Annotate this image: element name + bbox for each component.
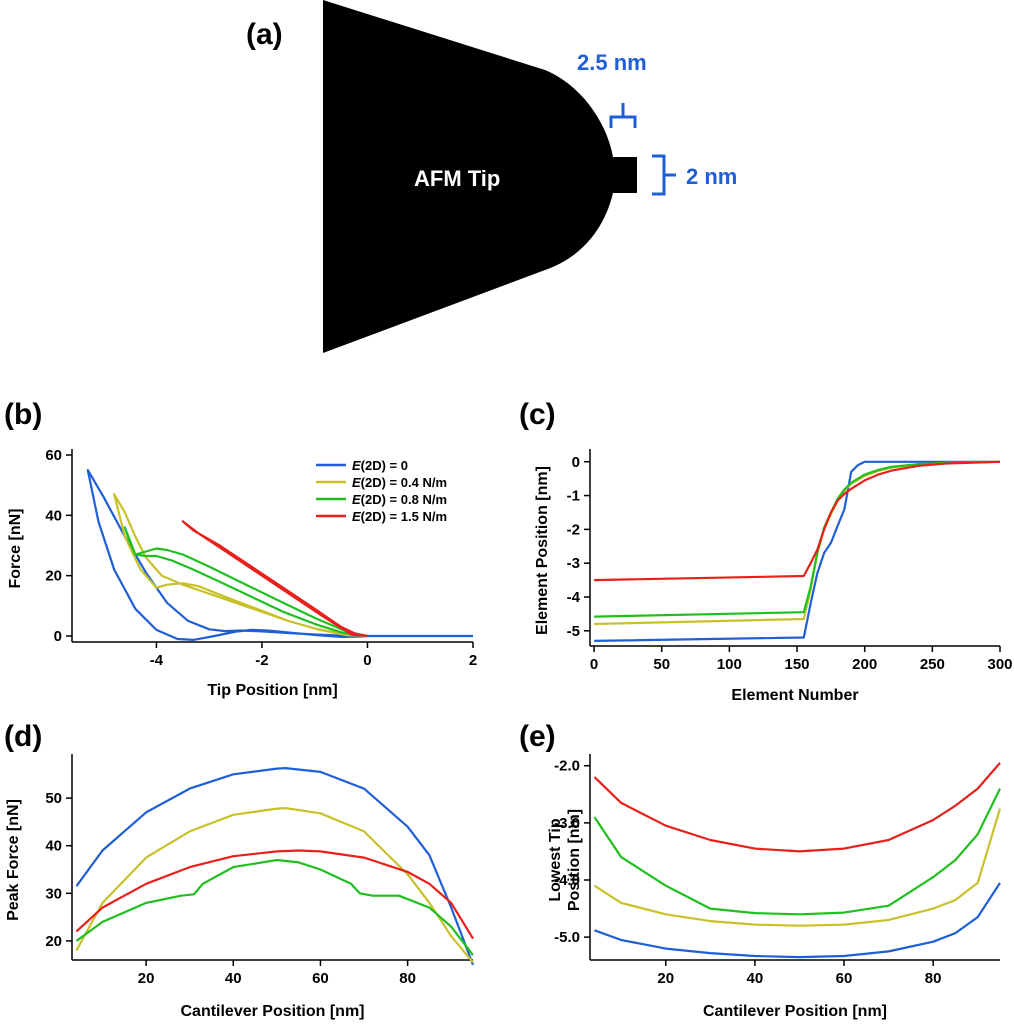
x-tick-label: 20 bbox=[657, 970, 674, 987]
x-tick-label: 60 bbox=[836, 970, 853, 987]
series-line-1 bbox=[75, 807, 474, 964]
x-axis-label: Cantilever Position [nm] bbox=[180, 1003, 364, 1020]
series-line-0 bbox=[593, 762, 1001, 853]
legend-entry: E(2D) = 0.8 N/m bbox=[352, 492, 447, 507]
series-line-2 bbox=[594, 460, 1001, 618]
x-tick-label: 200 bbox=[852, 656, 877, 673]
chart-c: (c) 0 50 100 150 200 250 300 0 -1 -2 -3 -4 -5 Element… bbox=[519, 398, 1013, 704]
y-tick-label: 0 bbox=[572, 454, 580, 471]
legend-entry: E(2D) = 1.5 N/m bbox=[352, 509, 447, 524]
y-tick-label: -4 bbox=[567, 589, 581, 606]
legend-entry-symbol: E bbox=[352, 492, 361, 507]
series-line-3 bbox=[594, 460, 1001, 582]
y-tick-label: -4.0 bbox=[554, 872, 580, 889]
x-tick-label: 100 bbox=[717, 656, 742, 673]
y-tick-label: -5 bbox=[567, 623, 580, 640]
y-tick-label: 0 bbox=[54, 628, 62, 645]
y-tick-label: 20 bbox=[45, 568, 62, 585]
y-axis-label-line: Position [nm] bbox=[566, 809, 583, 911]
x-tick-label: 20 bbox=[138, 970, 155, 987]
legend-entry-symbol: E bbox=[352, 509, 361, 524]
afm-tip-label: AFM Tip bbox=[414, 166, 500, 191]
legend-entry-text: (2D) = 1.5 N/m bbox=[361, 509, 447, 524]
x-tick-label: 300 bbox=[987, 656, 1012, 673]
panel-label-c: (c) bbox=[519, 398, 556, 431]
panel-label-e: (e) bbox=[519, 720, 556, 753]
legend-entry-text: (2D) = 0.8 N/m bbox=[361, 492, 447, 507]
x-tick-label: 40 bbox=[747, 970, 764, 987]
series-line-3 bbox=[594, 882, 1001, 959]
y-tick-label: -2 bbox=[567, 521, 580, 538]
y-axis-label: Element Position [nm] bbox=[534, 466, 551, 635]
x-tick-label: 0 bbox=[590, 656, 598, 673]
y-axis-label-line: Lowest Tip bbox=[547, 818, 564, 901]
y-tick-label: 60 bbox=[45, 447, 62, 464]
x-tick-label: 50 bbox=[653, 656, 670, 673]
series-line-1 bbox=[594, 460, 1001, 626]
series-line-2 bbox=[75, 858, 474, 956]
x-tick-label: -4 bbox=[150, 652, 164, 669]
legend-entry-symbol: E bbox=[352, 475, 361, 490]
x-tick-label: -2 bbox=[255, 652, 268, 669]
x-tick-label: 250 bbox=[920, 656, 945, 673]
x-tick-label: 40 bbox=[225, 970, 242, 987]
width-dimension-label: 2.5 nm bbox=[577, 50, 647, 75]
height-dimension-bracket bbox=[652, 154, 676, 196]
y-tick-label: -5.0 bbox=[554, 929, 580, 946]
y-tick-label: -2.0 bbox=[554, 758, 580, 775]
panel-label-d: (d) bbox=[4, 720, 42, 753]
panel-label-a: (a) bbox=[246, 18, 283, 51]
x-tick-label: 2 bbox=[469, 652, 477, 669]
legend-entry: E(2D) = 0.4 N/m bbox=[352, 475, 447, 490]
x-tick-label: 80 bbox=[925, 970, 942, 987]
y-tick-label: 20 bbox=[45, 933, 62, 950]
chart-e: (e) 20 40 60 80 -2.0 -3.0 -4.0 -5.0 Cantilever P… bbox=[519, 720, 1002, 1020]
y-tick-label: 50 bbox=[45, 790, 62, 807]
chart-d: (d) 20 40 60 80 20 30 40 50 Cantilever Position … bbox=[4, 720, 475, 1020]
chart-b: (b) E(2D) = 0E(2D) = 0.4 N/mE(2D) = 0.8 … bbox=[4, 398, 477, 699]
y-tick-label: -3.0 bbox=[554, 815, 580, 832]
y-axis-label: Lowest Tip Position [nm] bbox=[547, 809, 583, 911]
x-tick-label: 150 bbox=[785, 656, 810, 673]
panel-label-b: (b) bbox=[4, 398, 42, 431]
series-line-0 bbox=[86, 469, 473, 641]
legend-entry-text: (2D) = 0 bbox=[361, 458, 408, 473]
legend-entry: E(2D) = 0 bbox=[352, 458, 408, 473]
x-axis-label: Cantilever Position [nm] bbox=[703, 1003, 887, 1020]
height-dimension-label: 2 nm bbox=[686, 164, 737, 189]
x-axis-label: Tip Position [nm] bbox=[207, 682, 337, 699]
width-dimension-bracket bbox=[609, 103, 637, 128]
afm-tip-body bbox=[323, 0, 637, 353]
series-line-0 bbox=[75, 767, 475, 966]
series-line-1 bbox=[113, 493, 368, 638]
series-line-3 bbox=[75, 849, 474, 940]
y-tick-label: 40 bbox=[45, 838, 62, 855]
y-tick-label: -3 bbox=[567, 555, 580, 572]
y-axis-label: Peak Force [nN] bbox=[5, 799, 22, 921]
series-line-3 bbox=[181, 520, 368, 638]
legend-entry-symbol: E bbox=[352, 458, 361, 473]
x-tick-label: 60 bbox=[312, 970, 329, 987]
legend-entry-text: (2D) = 0.4 N/m bbox=[361, 475, 447, 490]
panel-a: (a) AFM Tip 2.5 nm 2 nm bbox=[246, 0, 737, 353]
x-tick-label: 80 bbox=[399, 970, 416, 987]
series-line-2 bbox=[593, 808, 1002, 927]
y-tick-label: 40 bbox=[45, 507, 62, 524]
x-axis-label: Element Number bbox=[731, 687, 858, 704]
series-line-1 bbox=[593, 788, 1001, 916]
x-tick-label: 0 bbox=[363, 652, 371, 669]
series-line-0 bbox=[594, 460, 1000, 642]
legend: E(2D) = 0E(2D) = 0.4 N/mE(2D) = 0.8 N/mE… bbox=[316, 458, 447, 524]
y-tick-label: -1 bbox=[567, 488, 580, 505]
y-axis-label: Force [nN] bbox=[7, 509, 24, 589]
y-tick-label: 30 bbox=[45, 885, 62, 902]
series-line-2 bbox=[123, 526, 368, 638]
